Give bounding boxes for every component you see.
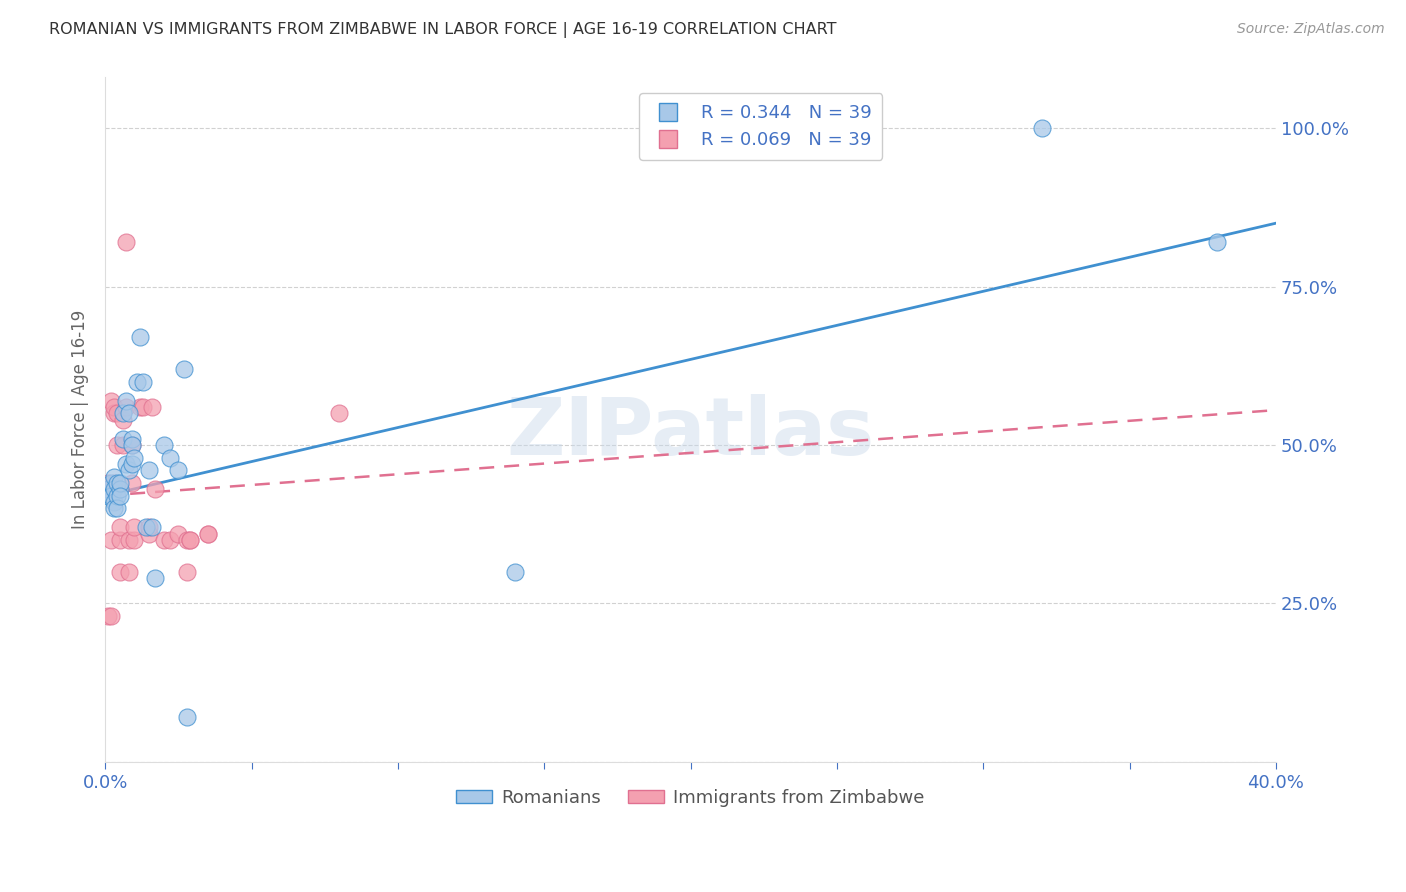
Immigrants from Zimbabwe: [103, 475, 125, 490]
Immigrants from Zimbabwe: [114, 235, 136, 250]
Romanians: [141, 520, 163, 534]
Romanians: [103, 501, 125, 516]
Immigrants from Zimbabwe: [100, 393, 122, 408]
Romanians: [100, 475, 122, 490]
Romanians: [111, 406, 134, 420]
Romanians: [135, 520, 157, 534]
Immigrants from Zimbabwe: [159, 533, 181, 547]
Immigrants from Zimbabwe: [97, 475, 120, 490]
Immigrants from Zimbabwe: [105, 406, 128, 420]
Immigrants from Zimbabwe: [143, 483, 166, 497]
Romanians: [121, 457, 143, 471]
Y-axis label: In Labor Force | Age 16-19: In Labor Force | Age 16-19: [72, 310, 89, 529]
Immigrants from Zimbabwe: [176, 533, 198, 547]
Immigrants from Zimbabwe: [121, 475, 143, 490]
Immigrants from Zimbabwe: [138, 520, 160, 534]
Immigrants from Zimbabwe: [152, 533, 174, 547]
Immigrants from Zimbabwe: [117, 565, 139, 579]
Immigrants from Zimbabwe: [108, 520, 131, 534]
Immigrants from Zimbabwe: [108, 533, 131, 547]
Romanians: [105, 489, 128, 503]
Immigrants from Zimbabwe: [111, 438, 134, 452]
Immigrants from Zimbabwe: [111, 412, 134, 426]
Romanians: [121, 438, 143, 452]
Romanians: [1031, 121, 1053, 136]
Immigrants from Zimbabwe: [179, 533, 201, 547]
Romanians: [117, 463, 139, 477]
Immigrants from Zimbabwe: [176, 565, 198, 579]
Immigrants from Zimbabwe: [100, 533, 122, 547]
Romanians: [108, 483, 131, 497]
Romanians: [114, 393, 136, 408]
Romanians: [176, 710, 198, 724]
Romanians: [114, 457, 136, 471]
Immigrants from Zimbabwe: [103, 406, 125, 420]
Immigrants from Zimbabwe: [132, 400, 155, 414]
Romanians: [121, 432, 143, 446]
Immigrants from Zimbabwe: [197, 526, 219, 541]
Immigrants from Zimbabwe: [124, 520, 146, 534]
Legend: Romanians, Immigrants from Zimbabwe: Romanians, Immigrants from Zimbabwe: [449, 782, 932, 814]
Romanians: [152, 438, 174, 452]
Immigrants from Zimbabwe: [141, 400, 163, 414]
Romanians: [129, 330, 152, 344]
Romanians: [117, 406, 139, 420]
Romanians: [105, 475, 128, 490]
Immigrants from Zimbabwe: [114, 400, 136, 414]
Romanians: [503, 565, 526, 579]
Immigrants from Zimbabwe: [129, 400, 152, 414]
Romanians: [103, 469, 125, 483]
Romanians: [108, 489, 131, 503]
Romanians: [97, 483, 120, 497]
Immigrants from Zimbabwe: [167, 526, 190, 541]
Romanians: [127, 375, 149, 389]
Romanians: [108, 475, 131, 490]
Romanians: [167, 463, 190, 477]
Immigrants from Zimbabwe: [108, 565, 131, 579]
Immigrants from Zimbabwe: [179, 533, 201, 547]
Romanians: [143, 571, 166, 585]
Immigrants from Zimbabwe: [121, 438, 143, 452]
Immigrants from Zimbabwe: [197, 526, 219, 541]
Immigrants from Zimbabwe: [138, 526, 160, 541]
Immigrants from Zimbabwe: [100, 609, 122, 624]
Romanians: [105, 501, 128, 516]
Immigrants from Zimbabwe: [328, 406, 350, 420]
Immigrants from Zimbabwe: [97, 609, 120, 624]
Romanians: [1206, 235, 1229, 250]
Romanians: [124, 450, 146, 465]
Romanians: [159, 450, 181, 465]
Romanians: [100, 489, 122, 503]
Romanians: [111, 432, 134, 446]
Romanians: [103, 483, 125, 497]
Immigrants from Zimbabwe: [105, 438, 128, 452]
Immigrants from Zimbabwe: [117, 533, 139, 547]
Romanians: [103, 495, 125, 509]
Text: Source: ZipAtlas.com: Source: ZipAtlas.com: [1237, 22, 1385, 37]
Immigrants from Zimbabwe: [103, 400, 125, 414]
Romanians: [138, 463, 160, 477]
Romanians: [132, 375, 155, 389]
Text: ROMANIAN VS IMMIGRANTS FROM ZIMBABWE IN LABOR FORCE | AGE 16-19 CORRELATION CHAR: ROMANIAN VS IMMIGRANTS FROM ZIMBABWE IN …: [49, 22, 837, 38]
Text: ZIPatlas: ZIPatlas: [506, 394, 875, 472]
Romanians: [173, 362, 195, 376]
Romanians: [97, 489, 120, 503]
Immigrants from Zimbabwe: [124, 533, 146, 547]
